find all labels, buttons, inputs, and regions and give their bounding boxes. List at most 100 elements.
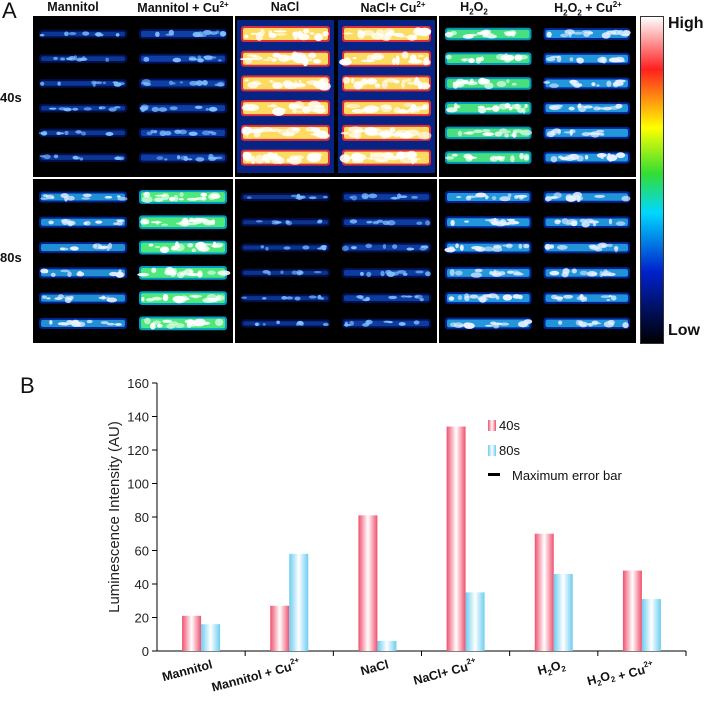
luminescence-spot: [599, 132, 605, 136]
luminescence-spot: [351, 195, 358, 201]
luminescence-spot: [108, 242, 113, 250]
luminescence-spot: [362, 298, 370, 302]
luminescence-spot: [275, 107, 287, 112]
luminescence-spot: [349, 320, 355, 326]
luminescence-spot: [195, 157, 205, 162]
luminescence-spot: [154, 245, 161, 248]
luminescence-spot: [558, 320, 563, 325]
luminescence-spot: [399, 108, 406, 114]
luminescence-spot: [102, 81, 106, 85]
luminescence-spot: [308, 156, 319, 161]
column-header: NaCl+ Cu2+: [360, 0, 426, 16]
luminescence-spot: [581, 221, 590, 228]
luminescence-spot: [159, 246, 170, 254]
luminescence-spot: [462, 34, 474, 39]
luminescence-spot: [581, 132, 591, 137]
luminescence-spot: [83, 107, 92, 111]
luminescence-spot: [164, 158, 168, 161]
luminescence-spot: [591, 82, 596, 87]
bar-80s: [289, 553, 309, 651]
luminescence-spot: [395, 129, 410, 136]
luminescence-spot: [273, 30, 287, 33]
luminescence-spot: [554, 219, 561, 225]
luminescence-spot: [368, 193, 378, 199]
y-tick-label: 160: [127, 376, 149, 391]
luminescence-spot: [364, 127, 378, 134]
luminescence-spot: [156, 220, 160, 225]
luminescence-spot: [116, 220, 123, 226]
luminescence-spot: [372, 220, 380, 225]
luminescence-spot: [56, 131, 61, 136]
luminescence-spot: [511, 104, 522, 110]
luminescence-spot: [607, 319, 615, 326]
luminescence-spot: [317, 294, 322, 300]
luminescence-spot: [398, 322, 406, 326]
luminescence-spot: [215, 30, 220, 34]
luminescence-spot: [616, 152, 626, 159]
luminescence-spot: [401, 81, 405, 89]
luminescence-spot: [485, 107, 493, 111]
luminescence-image-tile: [439, 179, 636, 343]
luminescence-spot: [385, 132, 395, 137]
luminescence-spot: [72, 155, 79, 160]
luminescence-spot: [316, 247, 325, 250]
colorbar-high-label: High: [668, 15, 704, 32]
luminescence-spot: [621, 195, 631, 202]
luminescence-spot: [141, 195, 153, 204]
luminescence-spot: [506, 218, 516, 222]
luminescence-spot: [454, 104, 461, 109]
luminescence-spot: [483, 246, 494, 252]
seedling-row-halo: [241, 319, 330, 328]
luminescence-spot: [568, 106, 575, 111]
panel-b-letter: B: [20, 373, 35, 398]
luminescence-spot: [158, 107, 168, 112]
x-category-label: H2O2: [536, 657, 567, 680]
luminescence-spot: [414, 294, 423, 299]
luminescence-spot: [73, 55, 78, 61]
luminescence-spot: [307, 52, 317, 59]
legend-error-bar-label: Maximum error bar: [512, 468, 622, 483]
luminescence-spot: [416, 221, 423, 225]
luminescence-spot: [456, 195, 462, 199]
luminescence-spot: [196, 58, 204, 61]
bar-80s: [377, 640, 397, 651]
luminescence-spot: [173, 194, 179, 202]
luminescence-spot: [494, 131, 503, 137]
luminescence-image-tile: [235, 179, 437, 343]
luminescence-spot: [475, 192, 487, 198]
row-label-40s: 40s: [0, 90, 22, 105]
luminescence-spot: [283, 246, 291, 250]
column-header: Mannitol + Cu2+: [137, 0, 229, 16]
luminescence-spot: [366, 271, 372, 278]
luminescence-spot: [140, 219, 149, 225]
luminescence-spot: [381, 80, 388, 89]
luminescence-spot: [474, 247, 482, 252]
luminescence-spot: [317, 81, 331, 91]
luminescence-spot: [344, 57, 351, 62]
luminescence-spot: [380, 270, 385, 277]
luminescence-spot: [486, 34, 498, 39]
luminescence-spot: [376, 29, 385, 37]
luminescence-spot: [314, 33, 323, 42]
luminescence-spot: [81, 131, 87, 136]
luminescence-spot: [112, 81, 119, 84]
luminescence-spot: [597, 57, 606, 63]
luminescence-spot: [38, 131, 47, 135]
luminescence-spot: [281, 132, 295, 137]
luminescence-spot: [446, 107, 458, 113]
luminescence-spot: [63, 107, 72, 112]
bar-80s: [553, 573, 573, 651]
luminescence-spot: [353, 81, 363, 90]
luminescence-spot: [141, 297, 145, 302]
luminescence-spot: [551, 294, 558, 300]
y-tick-label: 20: [135, 611, 149, 626]
luminescence-spot: [191, 248, 196, 253]
luminescence-spot: [39, 155, 45, 158]
luminescence-spot: [106, 297, 118, 303]
luminescence-spot: [194, 218, 208, 222]
luminescence-spot: [563, 294, 574, 299]
luminescence-spot: [205, 107, 209, 111]
luminescence-spot: [411, 103, 417, 111]
luminescence-spot: [506, 58, 514, 61]
luminescence-spot: [546, 31, 552, 38]
